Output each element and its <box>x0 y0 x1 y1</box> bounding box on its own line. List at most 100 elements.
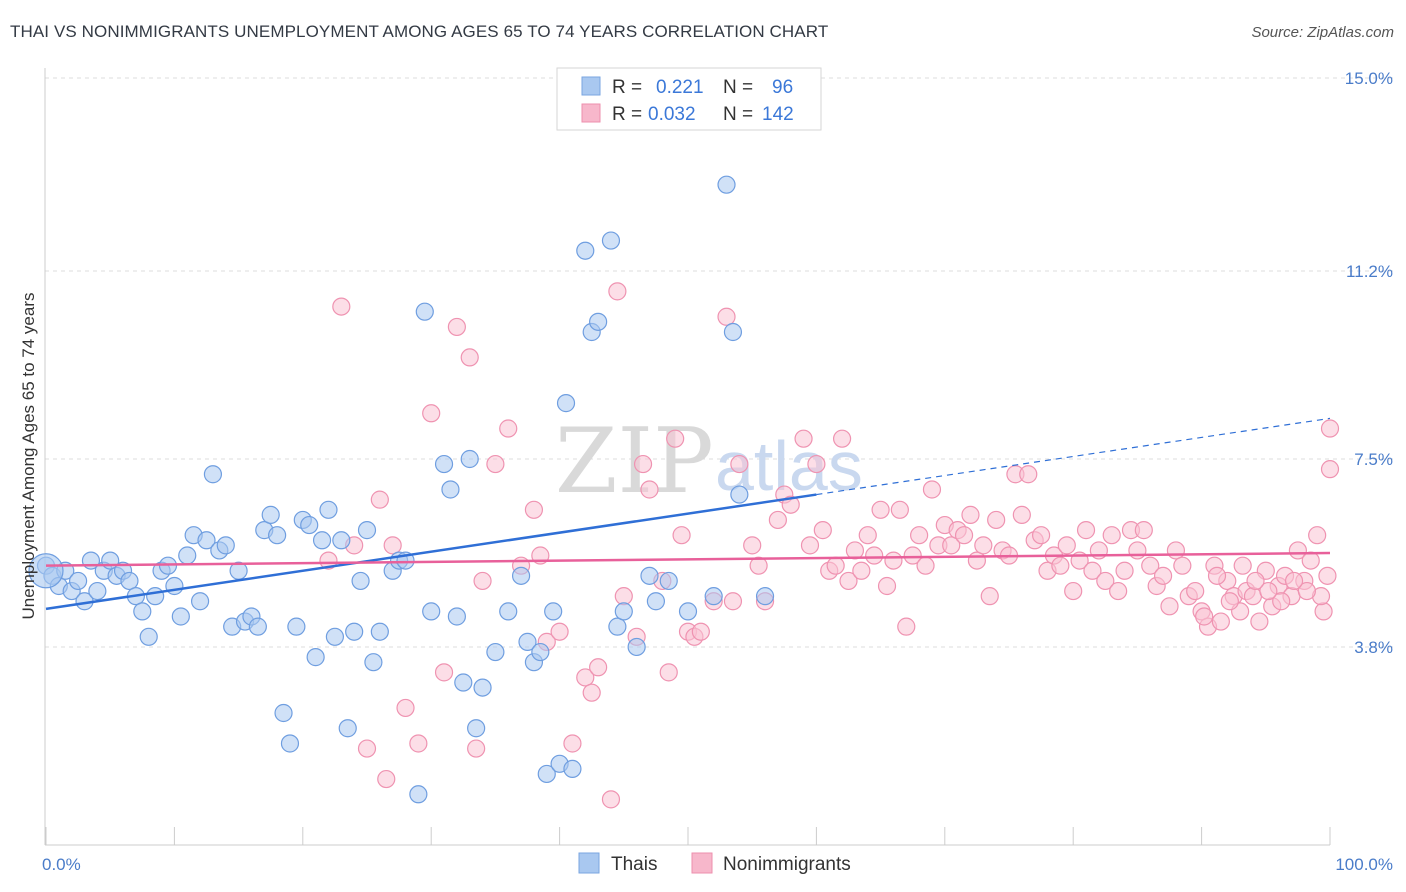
nonimmigrants-point-3 <box>357 739 377 758</box>
thais-point-21 <box>171 607 190 626</box>
nonimmigrants-point-60 <box>865 546 884 565</box>
thais-point-48 <box>345 622 364 641</box>
x-tick-label-min: 0.0% <box>42 855 81 874</box>
bottom-legend-label-nonimmigrants: Nonimmigrants <box>723 854 851 875</box>
nonimmigrants-point-14 <box>473 571 492 591</box>
thais-point-87 <box>678 602 698 621</box>
nonimmigrants-point-141 <box>1220 592 1239 611</box>
thais-point-83 <box>627 637 646 657</box>
nonimmigrants-point-133 <box>1318 566 1337 585</box>
legend-r-value-thais: 0.221 <box>656 77 704 98</box>
thais-trend-extension <box>816 417 1331 496</box>
thais-point-26 <box>203 465 223 484</box>
nonimmigrants-point-11 <box>447 317 466 337</box>
thais-point-90 <box>723 322 743 342</box>
nonimmigrants-point-120 <box>1250 612 1269 631</box>
nonimmigrants-point-41 <box>723 592 743 611</box>
nonimmigrants-point-139 <box>1246 571 1265 591</box>
thais-point-16 <box>139 627 158 646</box>
nonimmigrants-point-64 <box>890 500 909 519</box>
nonimmigrants-point-23 <box>576 668 595 687</box>
nonimmigrants-point-136 <box>1284 571 1304 591</box>
thais-point-49 <box>351 571 370 591</box>
nonimmigrants-point-57 <box>845 541 865 560</box>
nonimmigrants-point-79 <box>987 510 1006 530</box>
nonimmigrants-point-135 <box>1297 581 1316 601</box>
thais-point-42 <box>306 648 325 667</box>
thais-point-89 <box>717 175 736 194</box>
chart-title: THAI VS NONIMMIGRANTS UNEMPLOYMENT AMONG… <box>10 22 829 41</box>
nonimmigrants-point-42 <box>730 454 749 474</box>
nonimmigrants-point-98 <box>1109 581 1128 601</box>
nonimmigrants-point-72 <box>942 536 961 555</box>
nonimmigrants-point-35 <box>672 526 691 545</box>
nonimmigrants-point-22 <box>563 734 582 753</box>
nonimmigrants-point-78 <box>980 587 999 606</box>
legend-r-value-nonimmigrants: 0.032 <box>648 104 696 125</box>
nonimmigrants-point-58 <box>852 561 871 580</box>
nonimmigrants-point-28 <box>614 587 633 606</box>
thais-point-41 <box>300 515 319 535</box>
thais-point-57 <box>415 302 434 321</box>
thais-point-59 <box>434 454 454 474</box>
nonimmigrants-point-52 <box>813 521 832 540</box>
thais-point-47 <box>338 719 357 738</box>
nonimmigrants-point-5 <box>377 769 396 789</box>
bottom-legend-label-thais: Thais <box>611 854 657 875</box>
nonimmigrants-point-68 <box>916 556 935 575</box>
nonimmigrants-point-50 <box>800 536 820 555</box>
source-credit: Source: ZipAtlas.com <box>1251 24 1394 41</box>
thais-point-61 <box>447 607 466 626</box>
thais-point-75 <box>556 394 576 413</box>
thais-point-76 <box>563 759 582 778</box>
nonimmigrants-point-0 <box>319 551 338 570</box>
legend-swatch-thais <box>581 76 601 96</box>
thais-point-82 <box>614 602 633 621</box>
thais-point-85 <box>646 592 666 611</box>
nonimmigrants-point-18 <box>524 500 544 519</box>
nonimmigrants-point-31 <box>640 480 659 499</box>
nonimmigrants-point-49 <box>794 429 813 448</box>
points-thais <box>28 175 775 804</box>
nonimmigrants-point-99 <box>1115 561 1134 580</box>
thais-point-84 <box>640 566 659 585</box>
nonimmigrants-point-66 <box>903 546 922 565</box>
thais-point-63 <box>460 449 479 469</box>
nonimmigrants-point-91 <box>1064 581 1083 601</box>
legend-n-label-thais: N = <box>723 77 753 98</box>
thais-point-65 <box>473 678 492 697</box>
nonimmigrants-point-94 <box>1083 561 1102 580</box>
nonimmigrants-point-129 <box>1308 526 1327 545</box>
thais-point-72 <box>537 764 556 784</box>
nonimmigrants-point-106 <box>1160 597 1179 616</box>
axes <box>44 68 1331 846</box>
nonimmigrants-point-142 <box>1207 566 1227 585</box>
nonimmigrants-point-34 <box>666 429 685 448</box>
thais-point-37 <box>274 703 293 723</box>
thais-point-8 <box>88 581 107 601</box>
nonimmigrants-point-131 <box>1320 419 1340 438</box>
y-tick-label-2: 11.2% <box>1346 262 1393 281</box>
nonimmigrants-point-137 <box>1272 592 1291 611</box>
thais-point-24 <box>190 592 210 611</box>
nonimmigrants-point-96 <box>1096 571 1115 591</box>
nonimmigrants-point-74 <box>954 526 974 545</box>
nonimmigrants-point-8 <box>409 734 428 753</box>
thais-point-50 <box>357 521 377 540</box>
nonimmigrants-point-108 <box>1173 556 1192 575</box>
nonimmigrants-point-119 <box>1243 587 1263 606</box>
nonimmigrants-point-83 <box>1012 505 1031 524</box>
nonimmigrants-point-76 <box>967 551 987 570</box>
thais-point-5 <box>68 571 88 591</box>
nonimmigrants-point-75 <box>961 505 980 524</box>
nonimmigrants-point-84 <box>1019 465 1038 484</box>
legend-n-value-thais: 96 <box>772 77 793 98</box>
nonimmigrants-trend-line <box>45 551 1331 567</box>
nonimmigrants-point-138 <box>1259 581 1278 601</box>
nonimmigrants-point-77 <box>974 536 993 555</box>
nonimmigrants-point-12 <box>460 348 479 367</box>
thais-point-43 <box>312 531 332 550</box>
y-tick-labels: 3.8% 7.5% 11.2% 15.0% <box>1345 69 1393 657</box>
thais-point-17 <box>146 587 165 606</box>
thais-point-66 <box>486 642 505 662</box>
